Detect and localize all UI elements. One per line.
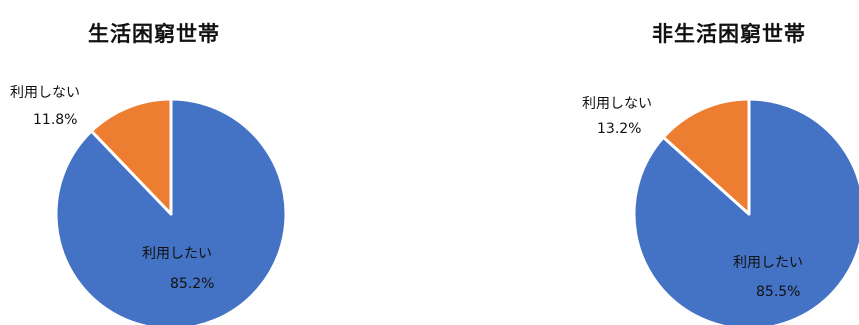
slice-value-use: 85.5% — [756, 284, 800, 300]
slice-value-use: 85.2% — [170, 276, 214, 292]
chart-title: 非生活困窮世帯 — [652, 22, 806, 46]
slice-label-use: 利用したい — [733, 255, 803, 271]
slice-value-not-use: 11.8% — [33, 112, 77, 128]
slice-label-not-use: 利用しない — [582, 96, 652, 112]
chart-title: 生活困窮世帯 — [88, 22, 220, 46]
pie-chart-poverty-households: 生活困窮世帯 利用しない 11.8% 利用したい 85.2% — [0, 0, 340, 325]
slice-value-not-use: 13.2% — [597, 121, 641, 137]
slice-label-not-use: 利用しない — [10, 85, 80, 101]
slice-label-use: 利用したい — [142, 246, 212, 262]
pie-chart-non-poverty-households: 非生活困窮世帯 利用しない 13.2% 利用したい 85.5% — [570, 0, 859, 325]
pie-slice-not-use — [89, 97, 173, 216]
pie-svg: 利用しない 13.2% 利用したい 85.5% — [582, 96, 859, 325]
pie-svg: 利用しない 11.8% 利用したい 85.2% — [10, 85, 288, 325]
pie-slice-not-use — [661, 97, 751, 216]
